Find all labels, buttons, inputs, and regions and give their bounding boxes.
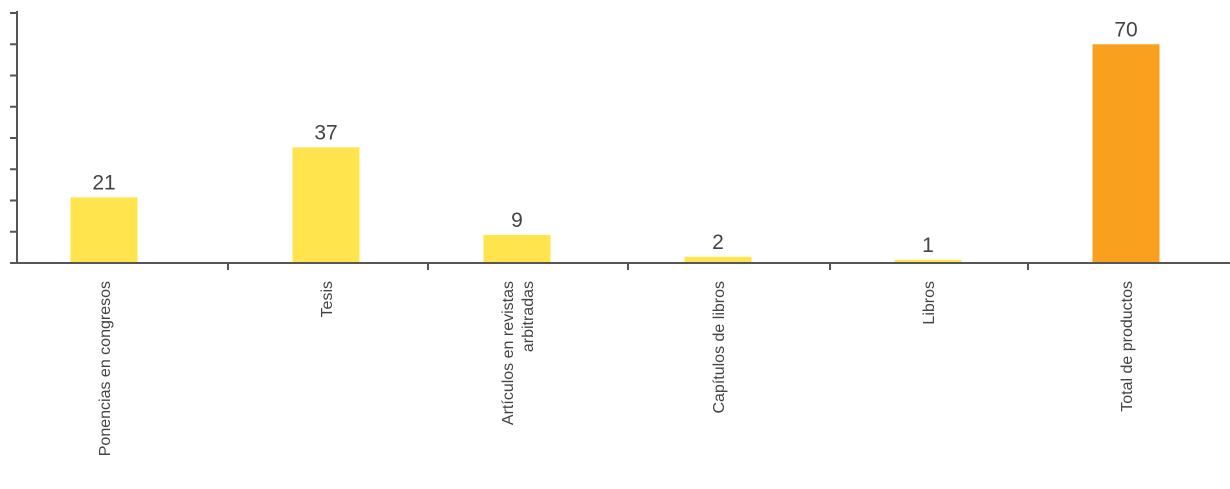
x-tick-label: Libros <box>921 281 938 325</box>
x-axis-ticks <box>227 263 1029 270</box>
data-label: 37 <box>314 121 337 144</box>
data-label: 1 <box>922 234 934 257</box>
data-label: 2 <box>712 231 724 254</box>
x-tick-label: Total de productos <box>1119 281 1136 412</box>
bars-group <box>70 44 1160 263</box>
y-axis-ticks <box>10 12 17 264</box>
x-tick-label: arbitradas <box>520 281 537 352</box>
data-label: 9 <box>511 209 523 232</box>
data-label: 21 <box>92 171 115 194</box>
bar <box>894 259 962 263</box>
bar <box>483 234 551 263</box>
bar <box>292 147 360 263</box>
bar <box>684 256 752 263</box>
x-tick-label: Capítulos de libros <box>711 281 728 414</box>
x-tick-label: Tesis <box>319 281 336 317</box>
data-label: 70 <box>1114 18 1137 41</box>
x-tick-label: Artículos en revistas <box>500 281 517 425</box>
x-tick-label: Ponencias en congresos <box>97 281 114 456</box>
category-labels-group: Ponencias en congresos Tesis Artículos en … <box>97 281 1136 456</box>
bar <box>70 197 138 263</box>
bar <box>1092 44 1160 263</box>
